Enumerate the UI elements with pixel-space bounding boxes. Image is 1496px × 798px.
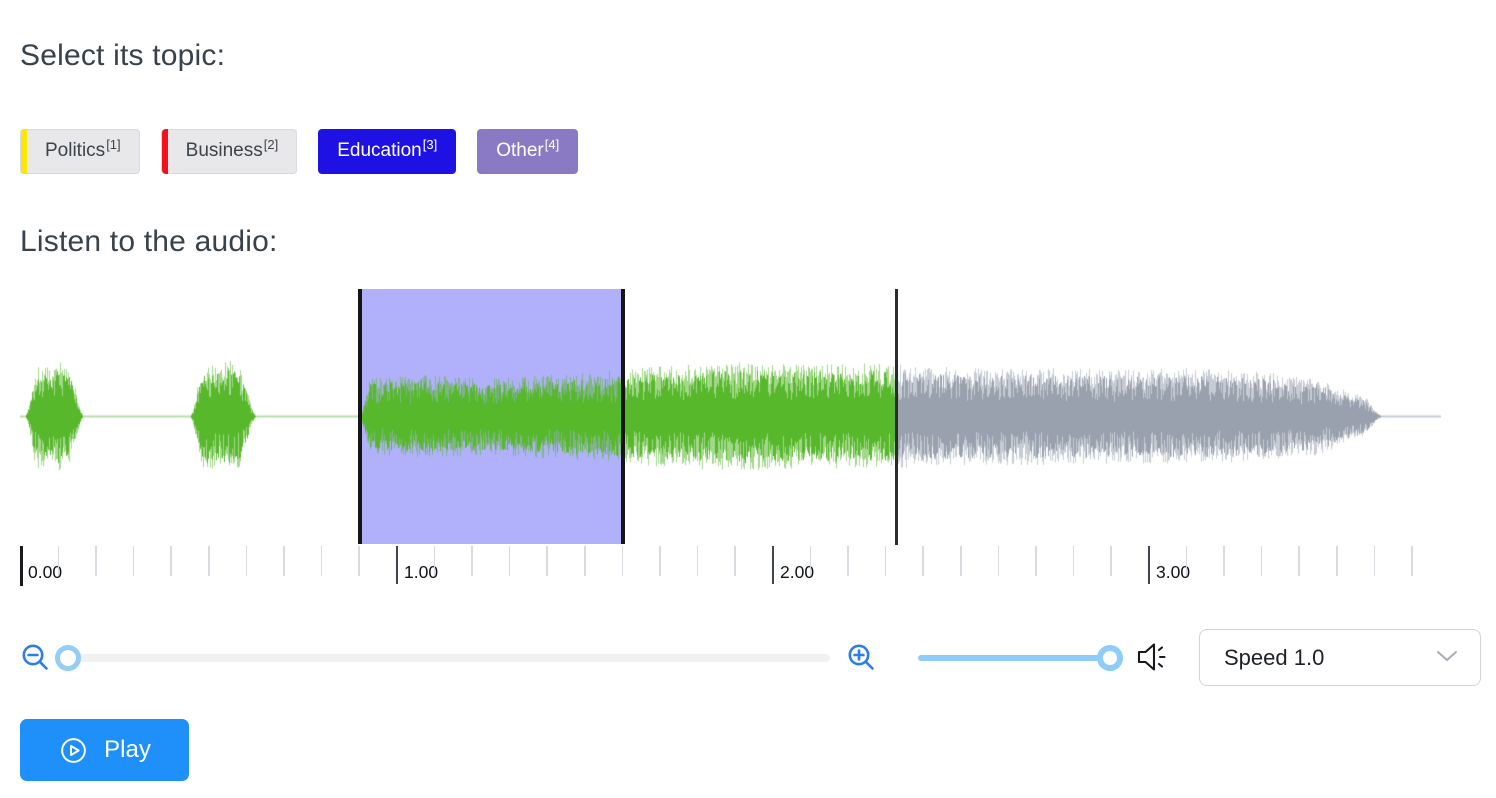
zoom-slider-thumb[interactable] <box>55 645 81 671</box>
ruler-minor-tick <box>1411 546 1413 576</box>
chevron-down-icon <box>1436 649 1458 667</box>
ruler-major-tick <box>20 546 23 586</box>
audio-heading: Listen to the audio: <box>20 225 278 258</box>
ruler-label: 1.00 <box>404 562 439 582</box>
ruler-minor-tick <box>1072 546 1075 576</box>
ruler-minor-tick <box>1260 546 1263 576</box>
timeline-ruler: 0.00 1.00 2.00 3.00 <box>20 546 1466 590</box>
ruler-minor-tick <box>471 546 473 576</box>
politics-color-stripe <box>21 129 27 174</box>
region-start-handle[interactable] <box>358 289 363 544</box>
ruler-minor-tick <box>847 546 849 576</box>
ruler-minor-tick <box>809 546 812 576</box>
ruler-minor-tick <box>1035 546 1037 576</box>
ruler-major-tick <box>396 546 398 584</box>
ruler-minor-tick <box>997 546 1000 576</box>
ruler-minor-tick <box>659 546 661 576</box>
volume-slider-track[interactable] <box>918 655 1114 661</box>
ruler-minor-tick <box>433 546 436 576</box>
ruler-label: 2.00 <box>780 562 815 582</box>
page: Select its topic: Politics [1] Business … <box>20 39 1481 781</box>
speed-dropdown[interactable]: Speed 1.0 <box>1199 629 1481 686</box>
topic-button-label: Business <box>185 140 263 161</box>
ruler-label: 0.00 <box>28 562 63 582</box>
topic-button-politics[interactable]: Politics [1] <box>20 129 140 174</box>
ruler-minor-tick <box>320 546 323 576</box>
topic-button-other[interactable]: Other [4] <box>477 129 579 174</box>
business-color-stripe <box>161 129 168 174</box>
ruler-minor-tick <box>1223 546 1225 576</box>
play-button[interactable]: Play <box>20 719 189 781</box>
ruler-minor-tick <box>884 546 887 576</box>
zoom-in-icon[interactable] <box>846 642 876 677</box>
speed-dropdown-value: Speed 1.0 <box>1224 644 1325 670</box>
zoom-out-icon[interactable] <box>20 642 50 677</box>
waveform-canvas[interactable] <box>20 289 1443 544</box>
ruler-minor-tick <box>1110 546 1112 576</box>
ruler-minor-tick <box>283 546 285 576</box>
ruler-minor-tick <box>95 546 97 576</box>
topic-hotkey: [1] <box>106 137 121 152</box>
zoom-slider-track[interactable] <box>57 654 830 662</box>
ruler-label: 3.00 <box>1156 562 1191 582</box>
play-circle-icon <box>58 735 89 766</box>
topic-hotkey: [2] <box>263 137 279 152</box>
topic-hotkey: [4] <box>544 137 560 152</box>
play-button-label: Play <box>104 736 151 763</box>
ruler-minor-tick <box>508 546 511 576</box>
ruler-minor-tick <box>170 546 172 576</box>
waveform-wrapper: 0.00 1.00 2.00 3.00 <box>20 289 1466 590</box>
ruler-minor-tick <box>132 546 135 576</box>
ruler-minor-tick <box>584 546 586 576</box>
topic-button-label: Education <box>337 140 422 161</box>
ruler-minor-tick <box>1185 546 1188 576</box>
ruler-minor-tick <box>960 546 962 576</box>
ruler-minor-tick <box>696 546 699 576</box>
ruler-minor-tick <box>245 546 248 576</box>
audio-controls: Speed 1.0 <box>20 629 1481 686</box>
ruler-minor-tick <box>208 546 210 576</box>
ruler-major-tick <box>1148 546 1150 584</box>
topic-button-education[interactable]: Education [3] <box>318 129 457 174</box>
ruler-minor-tick <box>358 546 360 576</box>
ruler-minor-tick <box>1373 546 1376 576</box>
ruler-minor-tick <box>546 546 548 576</box>
ruler-minor-tick <box>621 546 624 576</box>
ruler-minor-tick <box>57 546 60 576</box>
topic-button-label: Other <box>496 140 544 161</box>
volume-slider-thumb[interactable] <box>1097 645 1123 671</box>
topic-hotkey: [3] <box>422 137 438 152</box>
ruler-minor-tick <box>922 546 924 576</box>
ruler-major-tick <box>772 546 774 584</box>
ruler-minor-tick <box>734 546 736 576</box>
ruler-minor-tick <box>1336 546 1338 576</box>
topic-button-business[interactable]: Business [2] <box>160 129 298 174</box>
topic-heading: Select its topic: <box>20 39 226 72</box>
topic-button-label: Politics <box>45 140 106 161</box>
region-end-handle[interactable] <box>621 289 626 544</box>
speaker-icon[interactable] <box>1134 641 1170 678</box>
ruler-minor-tick <box>1298 546 1300 576</box>
playback-cursor[interactable] <box>895 289 899 545</box>
topic-button-row: Politics [1] Business [2] Education [3] … <box>20 129 1481 174</box>
